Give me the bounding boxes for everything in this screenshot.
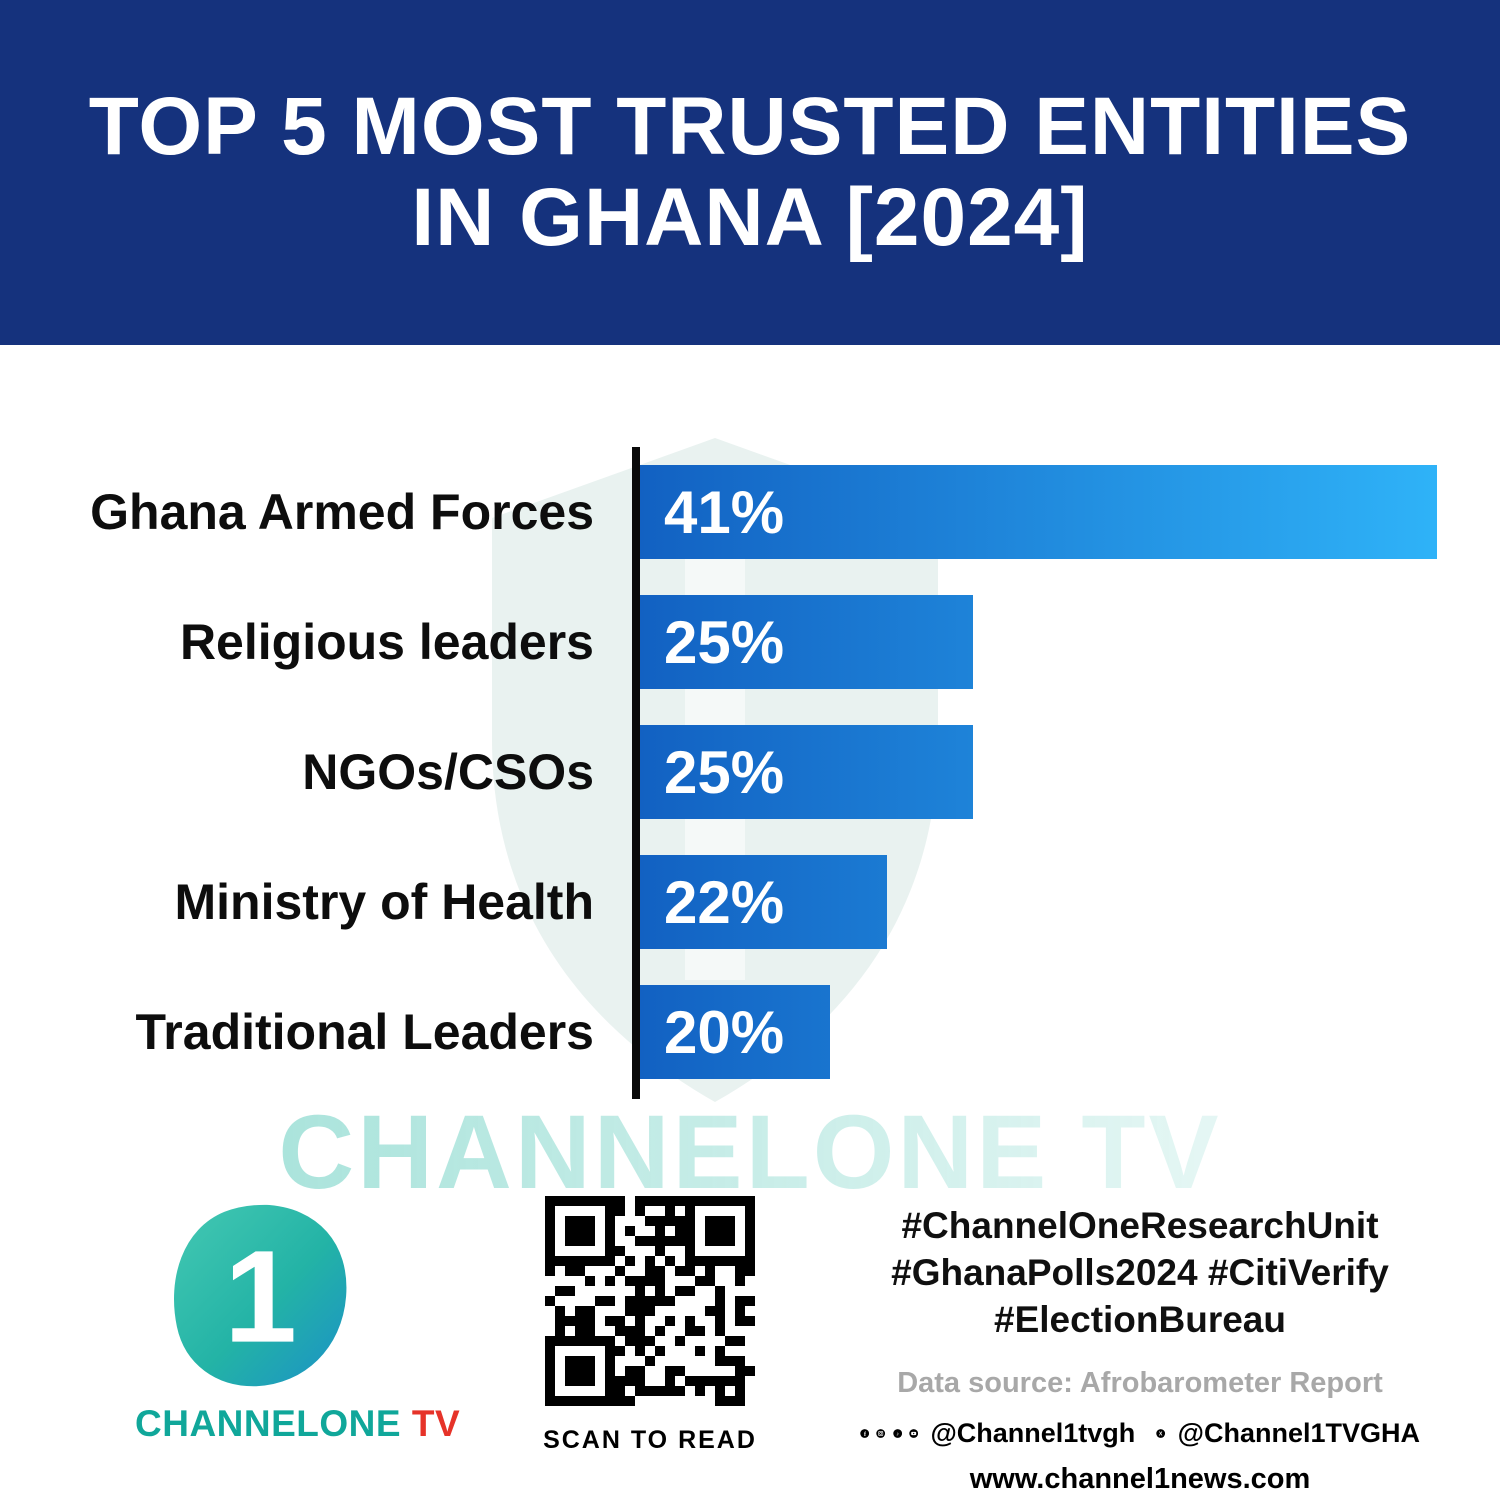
instagram-icon [876, 1429, 886, 1438]
category-label: Ministry of Health [174, 874, 594, 930]
hashtag-line-3: #ElectionBureau [994, 1299, 1286, 1340]
chart-row: 25% [640, 595, 1450, 689]
chart-row: 41% [640, 465, 1450, 559]
tiktok-icon: ♪ [893, 1429, 902, 1438]
page-title-line1: TOP 5 MOST TRUSTED ENTITIES [88, 81, 1412, 173]
x-icon: X [1156, 1429, 1166, 1438]
category-label: NGOs/CSOs [302, 744, 594, 800]
chart-rows: 41% 25% 25% 22% 20% [640, 465, 1450, 1115]
channel-watermark: CHANNELONE TV [0, 1093, 1500, 1213]
value-label: 25% [664, 738, 785, 806]
logo-numeral: 1 [224, 1223, 297, 1370]
bar: 22% [640, 855, 887, 949]
chart-row: 20% [640, 985, 1450, 1079]
youtube-icon [909, 1429, 919, 1438]
category-label: Ghana Armed Forces [90, 484, 594, 540]
page-title-line2: IN GHANA [2024] [411, 171, 1089, 263]
qr-block: SCAN TO READ [542, 1196, 758, 1455]
value-label: 22% [664, 868, 785, 936]
qr-caption: SCAN TO READ [543, 1426, 757, 1454]
chart-row: 22% [640, 855, 1450, 949]
data-source-text: Data source: Afrobarometer Report [897, 1367, 1383, 1399]
social-block: #ChannelOneResearchUnit #GhanaPolls2024 … [860, 1202, 1420, 1496]
facebook-icon: f [860, 1429, 870, 1438]
qr-code [545, 1196, 755, 1406]
value-label: 41% [664, 478, 785, 546]
hashtag-line-1: #ChannelOneResearchUnit [901, 1205, 1379, 1246]
bar: 25% [640, 725, 973, 819]
hashtag-line-2: #GhanaPolls2024 #CitiVerify [891, 1252, 1389, 1293]
chart-row: 25% [640, 725, 1450, 819]
chart-category-labels: Ghana Armed Forces Religious leaders NGOs/… [0, 465, 600, 1115]
svg-text:f: f [864, 1432, 866, 1438]
logo-wordmark: CHANNELONE TV [135, 1403, 460, 1445]
channel-one-logo-icon: 1 [168, 1199, 352, 1392]
channel-one-logo: 1 CHANNELONE TV [135, 1192, 460, 1445]
header-banner: TOP 5 MOST TRUSTED ENTITIES IN GHANA [20… [0, 0, 1500, 345]
social-handle-1: @Channel1tvgh [930, 1418, 1136, 1448]
bar: 25% [640, 595, 973, 689]
category-label: Traditional Leaders [135, 1004, 594, 1060]
value-label: 25% [664, 608, 785, 676]
chart-axis [632, 447, 640, 1099]
website-url: www.channel1news.com [969, 1463, 1311, 1495]
social-handle-2: @Channel1TVGHA [1177, 1418, 1421, 1448]
logo-suffix-text: TV [401, 1403, 461, 1444]
bar: 41% [640, 465, 1437, 559]
svg-text:X: X [1159, 1432, 1163, 1438]
bar: 20% [640, 985, 830, 1079]
logo-brand-text: CHANNELONE [135, 1403, 402, 1444]
category-label: Religious leaders [179, 614, 594, 670]
social-row: f ♪ @Channel1tvgh X @Channel1TVGHA [860, 1418, 1420, 1449]
svg-text:♪: ♪ [896, 1432, 899, 1438]
value-label: 20% [664, 998, 785, 1066]
